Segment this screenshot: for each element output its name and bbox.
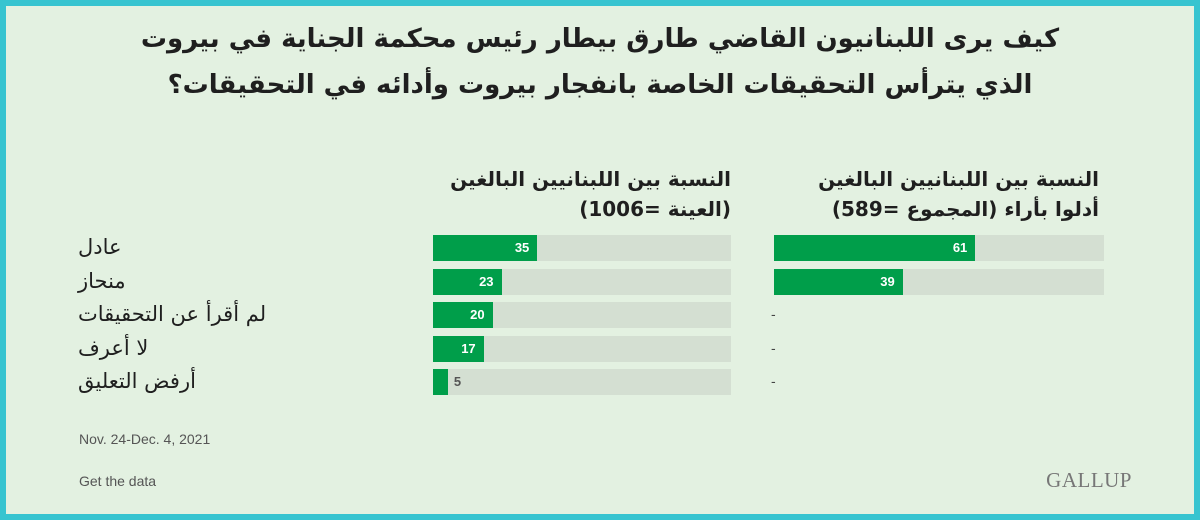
bar-track-all: 23 xyxy=(433,268,731,295)
column-header-all-adults: النسبة بين اللبنانيين البالغين (العينة =… xyxy=(401,164,731,224)
missing-value-dash: - xyxy=(771,373,776,389)
category-label: لم أقرأ عن التحقيقات xyxy=(78,302,267,326)
bar-track-all: 20 xyxy=(433,302,731,328)
bar-all xyxy=(433,302,493,328)
bar-track-all: 35 xyxy=(433,235,731,261)
chart-card: كيف يرى اللبنانيون القاضي طارق بيطار رئي… xyxy=(6,6,1194,514)
column-header-opinion-line-1: النسبة بين اللبنانيين البالغين xyxy=(818,167,1099,191)
column-header-all-line-1: النسبة بين اللبنانيين البالغين xyxy=(450,167,731,191)
bar-all xyxy=(433,335,484,362)
column-header-with-opinion: النسبة بين اللبنانيين البالغين أدلوا بأر… xyxy=(769,164,1099,224)
bar-value-label: 20 xyxy=(470,307,485,322)
gallup-logo: GALLUP xyxy=(1046,468,1132,492)
bar-track-all: 17 xyxy=(433,335,731,362)
column-header-all-line-2: (العينة =1006) xyxy=(579,197,731,221)
bar-track-opinion: 39 xyxy=(774,268,1104,295)
bar-all xyxy=(433,369,448,395)
column-header-opinion-line-2: أدلوا بأراء (المجموع =589) xyxy=(831,197,1099,221)
bar-value-label: 23 xyxy=(479,273,494,289)
bar-opinion xyxy=(774,235,976,261)
bar-all xyxy=(433,268,502,295)
missing-value-dash: - xyxy=(771,306,776,322)
category-label: لا أعرف xyxy=(78,335,149,360)
survey-date: Nov. 24-Dec. 4, 2021 xyxy=(79,431,211,447)
bar-all xyxy=(433,235,538,261)
chart-title-line-2: الذي يترأس التحقيقات الخاصة بانفجار بيرو… xyxy=(167,70,1033,100)
bar-track-all: 5 xyxy=(433,369,731,395)
bar-track-opinion: 61 xyxy=(774,235,1104,261)
missing-value-dash: - xyxy=(771,339,776,356)
bar-value-label: 39 xyxy=(880,273,895,289)
category-label: منحاز xyxy=(78,268,126,293)
get-the-data-link[interactable]: Get the data xyxy=(79,473,157,489)
bar-value-label: 35 xyxy=(514,240,530,255)
category-label: عادل xyxy=(78,235,122,259)
bar-opinion xyxy=(774,268,903,295)
category-label: أرفض التعليق xyxy=(78,369,196,393)
bar-value-label: 5 xyxy=(453,374,462,389)
bar-value-label: 61 xyxy=(952,240,968,255)
bar-value-label: 17 xyxy=(461,340,476,356)
chart-title-line-1: كيف يرى اللبنانيون القاضي طارق بيطار رئي… xyxy=(140,24,1060,54)
